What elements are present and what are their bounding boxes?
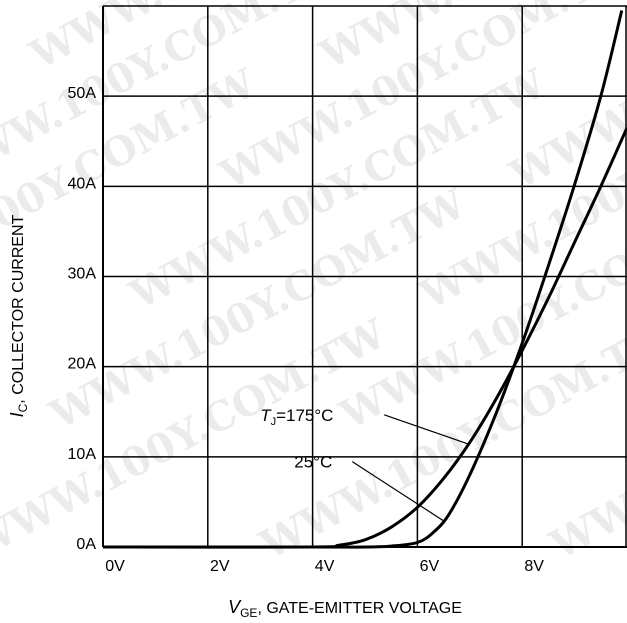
y-axis-subscript: C [16,403,30,412]
y-tick-label: 20A [68,356,97,373]
label-tj-subscript: J [271,416,277,428]
x-tick-labels: 0V 2V 4V 6V 8V [105,558,544,575]
x-tick-label: 8V [524,558,544,575]
grid-lines [102,5,627,548]
x-axis-subscript: GE [240,606,257,620]
y-tick-label: 40A [68,175,97,192]
label-tj-175: TJ=175°C [260,406,333,428]
x-tick-label: 2V [210,558,230,575]
x-tick-label: 4V [315,558,335,575]
series-line-25c [103,10,624,549]
leader-line-25c [351,461,444,522]
y-tick-label: 30A [68,266,97,283]
label-25c-text: 25°C [294,453,332,472]
x-axis-text: , GATE-EMITTER VOLTAGE [257,600,461,617]
label-tj-symbol: T [260,406,272,425]
x-tick-label: 6V [420,558,440,575]
label-25c: 25°C [294,453,332,472]
annotations [351,414,469,522]
y-tick-label: 50A [68,85,97,102]
x-axis-title: VGE, GATE-EMITTER VOLTAGE [228,597,462,620]
y-axis-symbol: I [7,412,27,417]
series-layer [102,10,627,549]
leader-line-175c [384,414,469,445]
y-axis-title: IC, COLLECTOR CURRENT [7,214,30,417]
x-axis-symbol: V [228,597,242,617]
y-tick-labels: 0A 10A 20A 30A 40A 50A [68,85,97,553]
y-tick-label: 10A [68,446,97,463]
y-tick-label: 0A [76,536,96,553]
y-axis-text: , COLLECTOR CURRENT [10,214,27,403]
label-tj-text: =175°C [276,406,333,425]
x-tick-label: 0V [105,558,125,575]
